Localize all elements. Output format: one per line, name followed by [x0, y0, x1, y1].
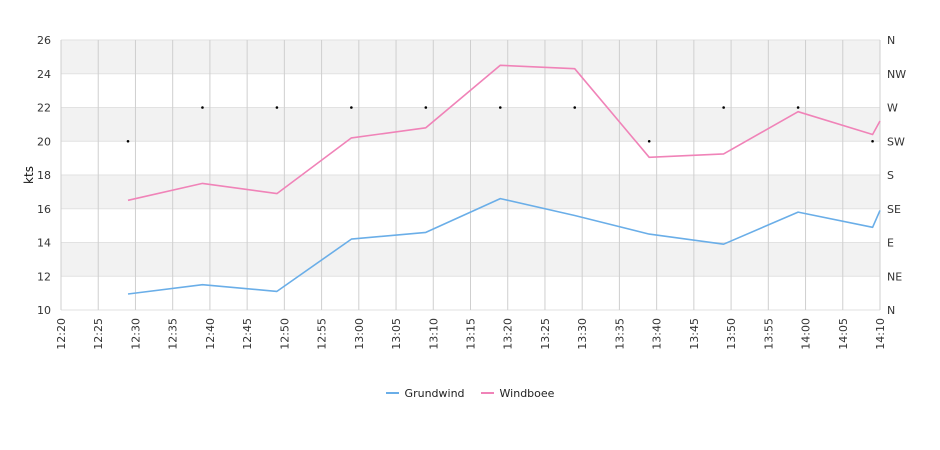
direction-axis-label: W: [887, 102, 898, 115]
series-line-windboee: [127, 64, 881, 202]
legend-item-windboee[interactable]: Windboee: [480, 384, 555, 402]
wind-direction-marker: [350, 106, 353, 109]
wind-direction-marker: [796, 106, 800, 109]
legend-swatch-windboee: [480, 392, 494, 394]
series-line-grundwind: [127, 197, 881, 295]
y-tick-label: 20: [37, 135, 51, 148]
x-tick-label: 13:20: [502, 318, 515, 350]
x-tick-label: 13:40: [651, 318, 664, 350]
wind-direction-marker: [871, 139, 874, 143]
y-tick-label: 14: [37, 237, 51, 250]
x-tick-label: 13:25: [539, 318, 552, 350]
y-tick-label: 22: [37, 102, 51, 115]
x-tick-label: 13:15: [465, 318, 478, 350]
direction-axis-label: SW: [887, 135, 905, 148]
x-tick-label: 13:10: [427, 318, 440, 350]
x-tick-label: 13:35: [613, 318, 626, 350]
y-axis-title: kts: [22, 166, 36, 184]
chart-legend: Grundwind Windboee: [0, 384, 940, 402]
x-tick-label: 14:05: [837, 318, 850, 350]
x-tick-label: 12:40: [204, 318, 217, 350]
wind-direction-marker: [201, 106, 204, 109]
x-tick-label: 12:20: [55, 318, 68, 350]
x-tick-label: 13:30: [576, 318, 589, 350]
wind-direction-marker: [722, 106, 725, 109]
direction-axis-label: NW: [887, 68, 906, 81]
wind-direction-marker: [424, 106, 428, 109]
x-tick-label: 14:10: [874, 318, 887, 350]
wind-direction-marker: [275, 106, 279, 109]
x-tick-label: 12:25: [92, 318, 105, 350]
direction-axis-label: SE: [887, 203, 901, 216]
y-tick-label: 10: [37, 304, 51, 317]
y-tick-label: 16: [37, 203, 51, 216]
y-tick-label: 18: [37, 169, 51, 182]
direction-axis-label: N: [887, 304, 895, 317]
wind-direction-marker: [126, 139, 130, 143]
x-tick-label: 13:55: [762, 318, 775, 350]
x-tick-label: 12:55: [316, 318, 329, 350]
x-tick-label: 12:50: [278, 318, 291, 350]
x-tick-label: 13:05: [390, 318, 403, 350]
wind-chart: 10 12 14 16 18 20 22 24 26 N NE E SE S SW W NW N 12:20 12:2…: [22, 34, 906, 350]
legend-label-grundwind: Grundwind: [404, 386, 465, 400]
legend-label-windboee: Windboee: [499, 386, 555, 400]
legend-swatch-grundwind: [385, 392, 399, 394]
y-tick-label: 24: [37, 68, 51, 81]
y-tick-label: 12: [37, 270, 51, 283]
y-tick-label: 26: [37, 34, 51, 47]
x-tick-label: 12:30: [129, 318, 142, 350]
direction-axis-label: S: [887, 169, 894, 182]
wind-direction-marker: [573, 106, 577, 109]
wind-direction-marker: [498, 106, 502, 109]
x-tick-label: 13:45: [688, 318, 701, 350]
x-tick-label: 13:00: [353, 318, 366, 350]
direction-axis-label: NE: [887, 270, 902, 283]
direction-axis-label: N: [887, 34, 895, 47]
direction-axis-label: E: [887, 237, 894, 250]
wind-direction-marker: [647, 139, 651, 143]
x-tick-label: 14:00: [800, 318, 813, 350]
x-tick-label: 12:45: [241, 318, 254, 350]
legend-item-grundwind[interactable]: Grundwind: [385, 384, 465, 402]
x-tick-label: 12:35: [167, 318, 180, 350]
x-tick-label: 13:50: [725, 318, 738, 350]
